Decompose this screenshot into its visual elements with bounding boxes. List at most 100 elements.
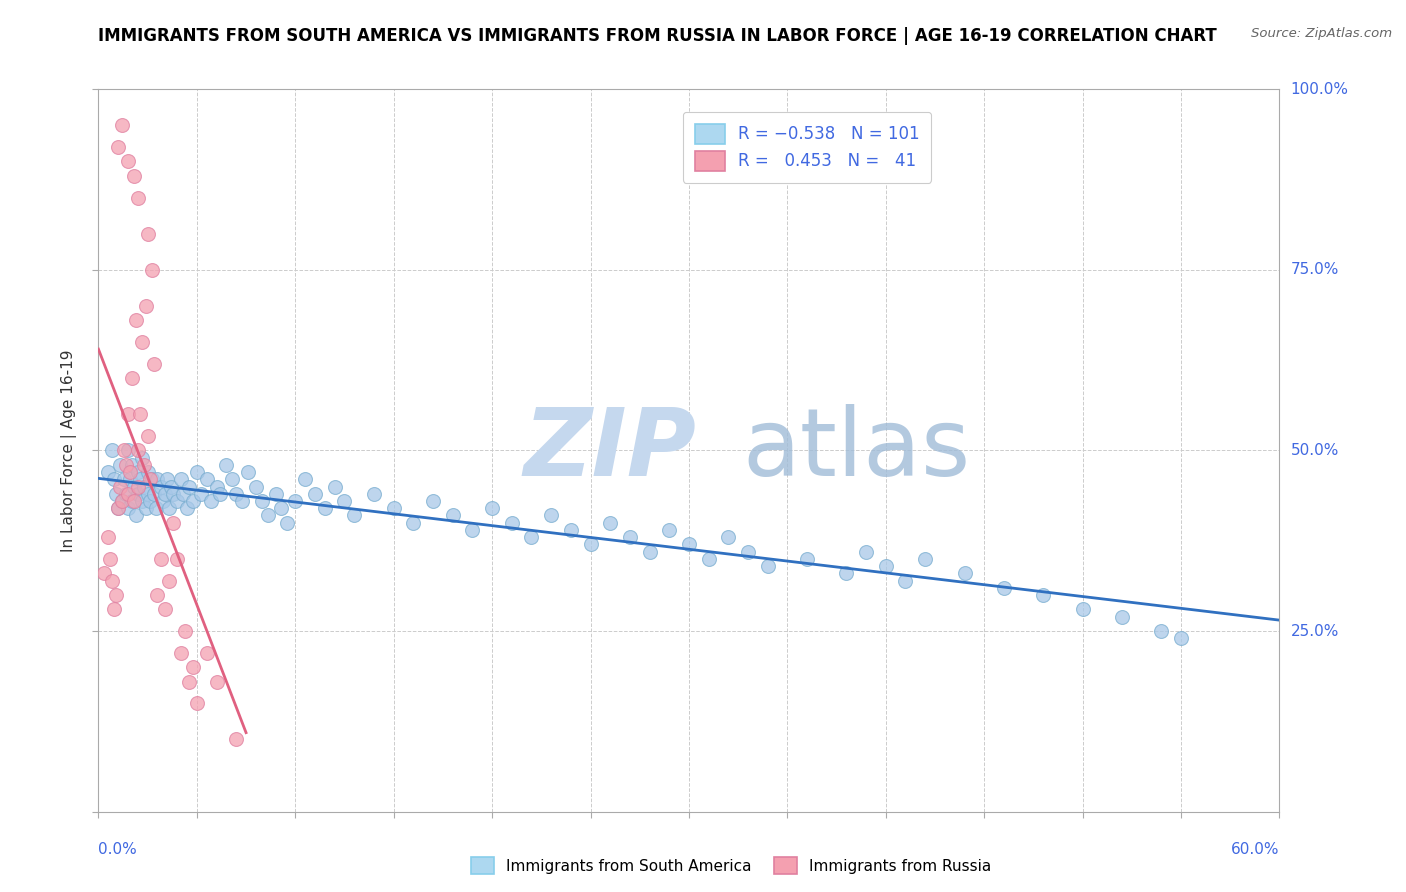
Point	[205, 480, 228, 494]
Text: Source: ZipAtlas.com: Source: ZipAtlas.com	[1251, 27, 1392, 40]
Point	[501, 516, 523, 530]
Point	[1032, 588, 1054, 602]
Point	[162, 516, 184, 530]
Point	[579, 537, 602, 551]
Point	[107, 501, 129, 516]
Point	[117, 407, 139, 421]
Point	[333, 494, 356, 508]
Point	[186, 465, 208, 479]
Point	[875, 559, 897, 574]
Point	[127, 443, 149, 458]
Point	[118, 465, 141, 479]
Text: ZIP: ZIP	[523, 404, 696, 497]
Point	[170, 472, 193, 486]
Point	[121, 371, 143, 385]
Point	[894, 574, 917, 588]
Point	[186, 696, 208, 710]
Point	[461, 523, 484, 537]
Point	[125, 508, 148, 523]
Point	[155, 602, 177, 616]
Point	[304, 487, 326, 501]
Point	[174, 624, 197, 639]
Point	[599, 516, 621, 530]
Point	[117, 487, 139, 501]
Point	[142, 357, 165, 371]
Point	[135, 501, 157, 516]
Point	[195, 472, 218, 486]
Legend: Immigrants from South America, Immigrants from Russia: Immigrants from South America, Immigrant…	[464, 851, 998, 880]
Point	[225, 732, 247, 747]
Legend: R = −0.538   N = 101, R =   0.453   N =   41: R = −0.538 N = 101, R = 0.453 N = 41	[683, 112, 931, 183]
Point	[270, 501, 292, 516]
Point	[121, 494, 143, 508]
Point	[101, 443, 124, 458]
Point	[181, 660, 204, 674]
Text: atlas: atlas	[742, 404, 970, 497]
Point	[127, 465, 149, 479]
Point	[250, 494, 273, 508]
Point	[284, 494, 307, 508]
Point	[294, 472, 316, 486]
Point	[117, 501, 139, 516]
Point	[256, 508, 278, 523]
Point	[112, 472, 135, 486]
Point	[323, 480, 346, 494]
Point	[717, 530, 740, 544]
Point	[314, 501, 336, 516]
Point	[105, 487, 128, 501]
Point	[108, 458, 131, 472]
Point	[181, 494, 204, 508]
Point	[121, 458, 143, 472]
Point	[112, 443, 135, 458]
Point	[914, 551, 936, 566]
Point	[141, 472, 163, 486]
Point	[166, 494, 188, 508]
Point	[131, 494, 153, 508]
Point	[122, 480, 145, 494]
Text: 50.0%: 50.0%	[1291, 443, 1339, 458]
Point	[127, 487, 149, 501]
Point	[619, 530, 641, 544]
Point	[1150, 624, 1173, 639]
Point	[382, 501, 405, 516]
Text: 100.0%: 100.0%	[1291, 82, 1348, 96]
Point	[136, 465, 159, 479]
Point	[231, 494, 253, 508]
Point	[103, 472, 125, 486]
Point	[170, 646, 193, 660]
Point	[166, 551, 188, 566]
Point	[481, 501, 503, 516]
Point	[127, 480, 149, 494]
Point	[132, 458, 155, 472]
Point	[756, 559, 779, 574]
Point	[1111, 609, 1133, 624]
Point	[209, 487, 232, 501]
Point	[176, 501, 198, 516]
Point	[98, 551, 121, 566]
Point	[796, 551, 818, 566]
Point	[97, 530, 120, 544]
Point	[157, 574, 180, 588]
Point	[150, 551, 173, 566]
Point	[993, 581, 1015, 595]
Point	[215, 458, 238, 472]
Point	[136, 227, 159, 241]
Y-axis label: In Labor Force | Age 16-19: In Labor Force | Age 16-19	[60, 349, 77, 552]
Point	[103, 602, 125, 616]
Point	[132, 480, 155, 494]
Point	[953, 566, 976, 581]
Point	[658, 523, 681, 537]
Point	[160, 480, 183, 494]
Point	[150, 480, 173, 494]
Point	[152, 494, 174, 508]
Point	[697, 551, 720, 566]
Point	[678, 537, 700, 551]
Point	[127, 191, 149, 205]
Point	[135, 299, 157, 313]
Point	[115, 487, 138, 501]
Point	[131, 334, 153, 349]
Text: 0.0%: 0.0%	[98, 842, 138, 857]
Point	[111, 494, 134, 508]
Point	[107, 501, 129, 516]
Point	[737, 544, 759, 558]
